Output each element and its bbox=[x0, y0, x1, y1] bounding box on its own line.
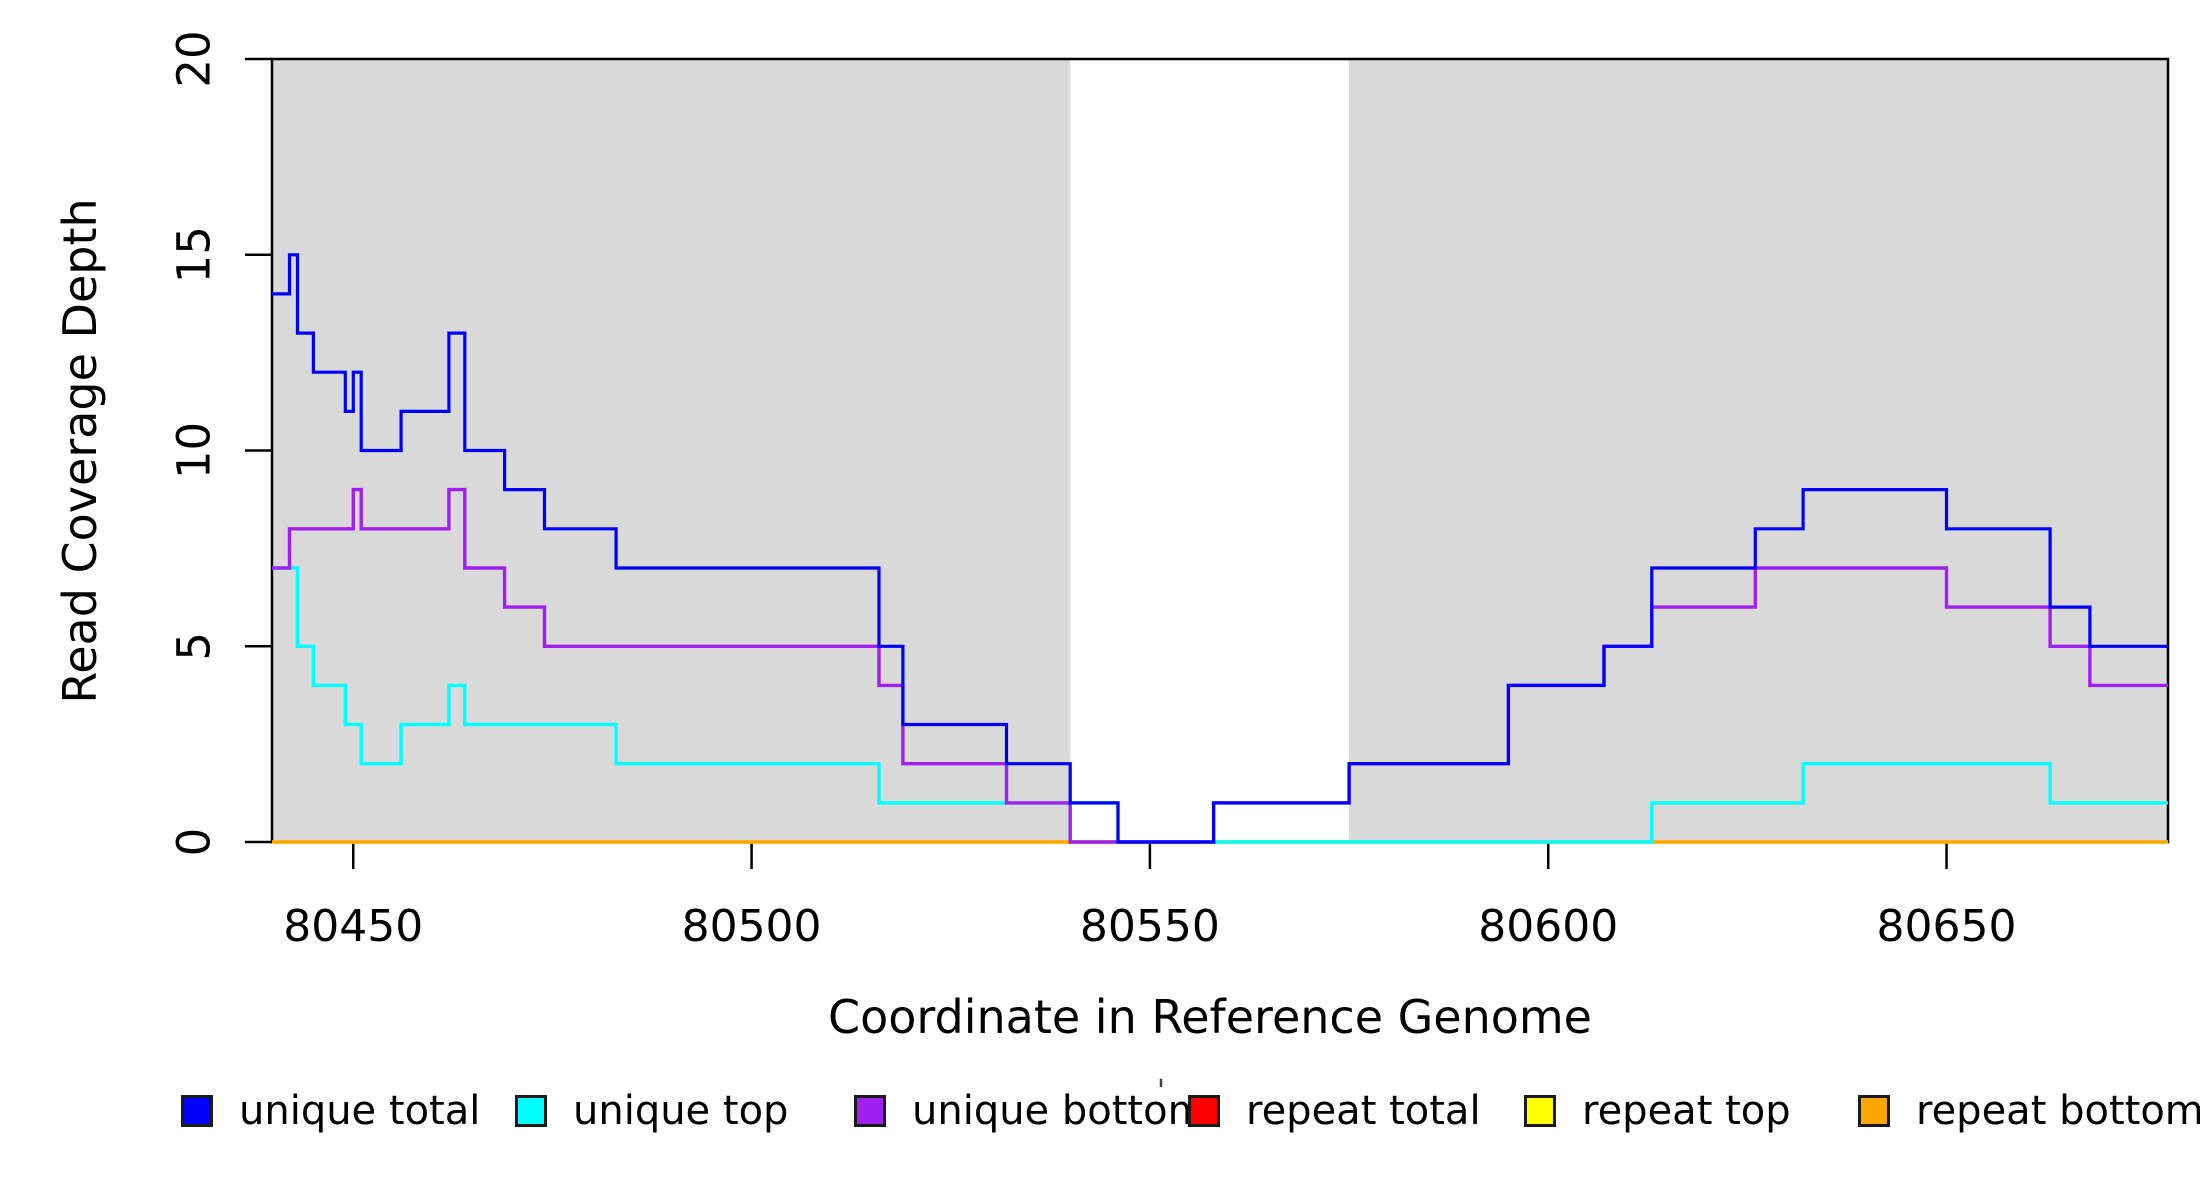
y-tick-label: 20 bbox=[167, 30, 220, 87]
legend-item-repeat-top: repeat top bbox=[1524, 1088, 1791, 1134]
x-tick-label: 80550 bbox=[1080, 901, 1220, 952]
legend-swatch-icon bbox=[854, 1095, 886, 1127]
legend-label: unique total bbox=[239, 1088, 481, 1134]
x-tick-label: 80650 bbox=[1877, 901, 2017, 952]
legend-item-unique-total: unique total bbox=[181, 1088, 480, 1134]
legend-item-repeat-total: repeat total bbox=[1188, 1088, 1481, 1134]
y-tick-label: 15 bbox=[167, 226, 220, 283]
stray-mark: ' bbox=[1156, 1074, 1166, 1109]
legend-item-repeat-bottom: repeat bottom bbox=[1858, 1088, 2200, 1134]
legend-swatch-icon bbox=[181, 1095, 213, 1127]
legend-label: repeat total bbox=[1246, 1088, 1481, 1134]
x-tick-label: 80450 bbox=[283, 901, 423, 952]
series-unique-top bbox=[272, 566, 2168, 844]
y-tick-label: 5 bbox=[167, 632, 220, 661]
legend-swatch-icon bbox=[1188, 1095, 1220, 1127]
y-tick-label: 0 bbox=[167, 828, 220, 857]
legend-item-unique-top: unique top bbox=[515, 1088, 788, 1134]
x-axis-title: Coordinate in Reference Genome bbox=[828, 990, 1592, 1044]
legend-swatch-icon bbox=[515, 1095, 547, 1127]
x-tick-label: 80600 bbox=[1478, 901, 1618, 952]
legend-swatch-icon bbox=[1524, 1095, 1556, 1127]
legend-item-unique-bottom: unique bottom bbox=[854, 1088, 1207, 1134]
shaded-region bbox=[272, 59, 1071, 842]
legend-label: repeat bottom bbox=[1916, 1088, 2200, 1134]
x-tick-label: 80500 bbox=[682, 901, 822, 952]
legend-label: unique bottom bbox=[912, 1088, 1207, 1134]
y-tick-label: 10 bbox=[167, 422, 220, 479]
shaded-region bbox=[1349, 59, 2168, 842]
legend-label: unique top bbox=[573, 1088, 789, 1134]
legend-label: repeat top bbox=[1582, 1088, 1791, 1134]
legend-swatch-icon bbox=[1858, 1095, 1890, 1127]
series-unique-bottom bbox=[272, 487, 2168, 844]
series-unique-total bbox=[272, 253, 2168, 844]
